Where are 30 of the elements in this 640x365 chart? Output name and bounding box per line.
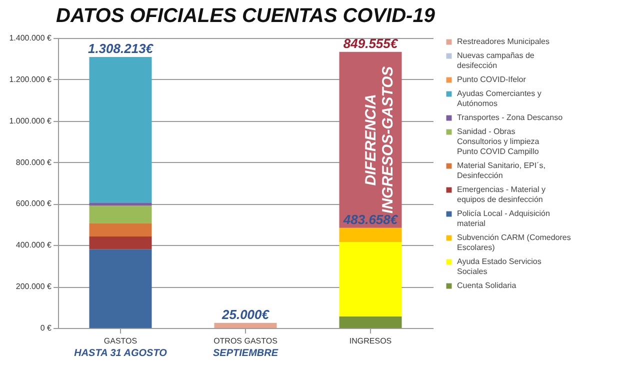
x-tick-label: INGRESOS (349, 336, 392, 346)
legend-label: Punto COVID-Ifelor (457, 75, 526, 84)
legend-label: Restreadores Municipales (457, 37, 550, 46)
chart-title: DATOS OFICIALES CUENTAS COVID-19 (56, 5, 436, 27)
y-tick-label: 1.000.000 € (9, 116, 52, 126)
x-tick-label: OTROS GASTOS (214, 336, 278, 346)
legend-label: Transportes - Zona Descanso (457, 113, 564, 122)
legend-label: Material Sanitario, EPI´s, Desinfección (457, 161, 546, 180)
series-label: DIFERENCIA INGRESOS-GASTOS (362, 66, 396, 214)
y-tick-label: 1.200.000 € (9, 74, 52, 84)
total-label: 1.308.213€ (88, 41, 154, 56)
total-label: 25.000€ (221, 306, 270, 322)
y-tick-label: 600.000 € (16, 199, 52, 208)
legend-label: Policía Local - Adquisición material (457, 209, 550, 228)
text: HASTA 31 AGOSTO (74, 348, 168, 359)
legend-label: Ayudas Comerciantes y Autónomos (457, 89, 542, 108)
legend-label: Nuevas campañas de desifección (457, 51, 535, 70)
legend-label: Sanidad - Obras Consultorios y limpieza Punto COVID Campillo (457, 127, 540, 156)
legend-label: Cuenta Solidaria (457, 281, 517, 290)
legend-label: Emergencias - Material y equipos de desinfección (457, 185, 546, 204)
y-tick-label: 200.000 € (16, 282, 52, 292)
data-label: 849.555€ (343, 36, 398, 51)
x-tick-label: GASTOS (104, 336, 138, 346)
text: SEPTIEMBRE (212, 348, 278, 359)
y-tick-label: 400.000 € (16, 240, 52, 250)
y-tick-label: 800.000 € (16, 158, 52, 167)
legend-label: Ayuda Estado Servicios Sociales (457, 257, 542, 276)
legend-label: Subvención CARM (Comedores Escolares) (457, 233, 571, 252)
y-tick-label: 0 € (40, 324, 52, 332)
y-tick-label: 1.400.000 € (9, 34, 52, 42)
